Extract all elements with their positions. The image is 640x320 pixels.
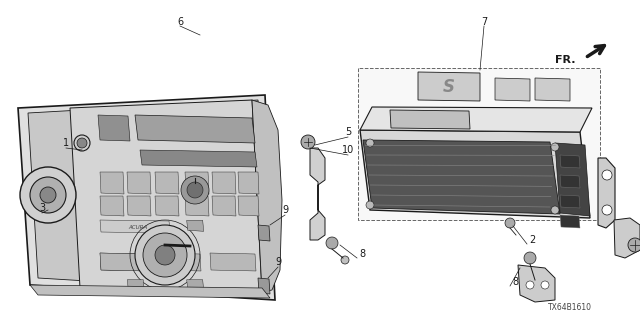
Circle shape [77,138,87,148]
Circle shape [602,170,612,180]
Polygon shape [100,253,146,271]
Polygon shape [418,72,480,101]
Circle shape [366,139,374,147]
Polygon shape [560,195,580,208]
Polygon shape [598,158,615,228]
Text: 8: 8 [512,277,518,287]
Text: ACURA: ACURA [129,225,148,229]
Circle shape [551,143,559,151]
Polygon shape [155,196,179,216]
Circle shape [602,205,612,215]
Polygon shape [560,175,580,188]
Text: FR.: FR. [556,55,576,65]
Polygon shape [100,253,146,271]
Polygon shape [70,100,262,292]
Polygon shape [18,95,275,300]
Circle shape [74,135,90,151]
Circle shape [155,245,175,265]
Polygon shape [30,285,270,298]
Polygon shape [252,100,282,292]
Polygon shape [135,115,255,143]
Polygon shape [258,225,270,241]
Polygon shape [127,196,151,216]
Polygon shape [363,140,560,214]
Polygon shape [140,150,257,167]
Polygon shape [98,115,130,141]
Text: S: S [443,78,455,96]
Polygon shape [187,280,204,291]
Circle shape [135,225,195,285]
Circle shape [40,187,56,203]
Circle shape [341,256,349,264]
Polygon shape [560,215,580,228]
Polygon shape [210,253,256,271]
Polygon shape [390,110,470,129]
Polygon shape [614,218,640,258]
Polygon shape [127,280,144,291]
Circle shape [366,201,374,209]
Polygon shape [212,196,236,216]
Circle shape [326,237,338,249]
Polygon shape [560,155,580,168]
Text: 1: 1 [63,138,69,148]
Circle shape [30,177,66,213]
Polygon shape [185,172,209,194]
Circle shape [143,233,187,277]
Polygon shape [187,220,204,231]
Polygon shape [100,220,170,233]
Text: 7: 7 [481,17,487,27]
Circle shape [628,238,640,252]
Text: 5: 5 [345,127,351,137]
Polygon shape [155,253,201,271]
Polygon shape [100,172,124,194]
Circle shape [524,252,536,264]
Polygon shape [535,78,570,101]
Text: 2: 2 [529,235,535,245]
Circle shape [551,206,559,214]
Text: 9: 9 [275,257,281,267]
Polygon shape [310,148,325,240]
Polygon shape [127,172,151,194]
Text: 8: 8 [359,249,365,259]
Polygon shape [185,196,209,216]
Circle shape [505,218,515,228]
Text: TX64B1610: TX64B1610 [548,303,592,313]
Circle shape [20,167,76,223]
Text: 3: 3 [39,203,45,213]
Circle shape [541,281,549,289]
Polygon shape [555,143,590,216]
Polygon shape [238,172,259,194]
Text: 10: 10 [342,145,354,155]
Text: 6: 6 [177,17,183,27]
Polygon shape [212,172,236,194]
Polygon shape [258,278,270,294]
Polygon shape [28,100,268,292]
Polygon shape [360,107,592,132]
Polygon shape [238,196,259,216]
Polygon shape [518,265,555,302]
Circle shape [526,281,534,289]
Polygon shape [155,172,179,194]
Text: 9: 9 [282,205,288,215]
Polygon shape [360,130,590,218]
Polygon shape [358,68,600,220]
Circle shape [181,176,209,204]
Circle shape [187,182,203,198]
Polygon shape [100,196,124,216]
Polygon shape [495,78,530,101]
Circle shape [301,135,315,149]
